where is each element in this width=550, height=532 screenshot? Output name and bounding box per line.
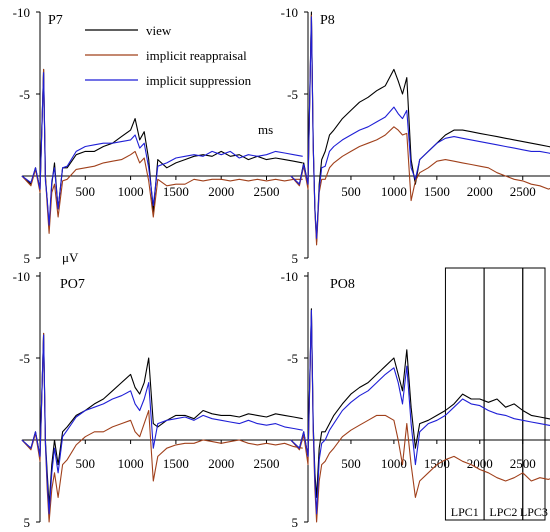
y-tick-label-po8: 5	[292, 515, 299, 530]
y-tick-label-p8: -10	[281, 5, 298, 20]
waveform-implicit-suppression-po8	[290, 309, 550, 515]
x-tick-label-p7: 2000	[208, 184, 234, 199]
window-label-lpc3: LPC3	[520, 505, 548, 519]
waveform-implicit-reappraisal-p8	[290, 14, 550, 246]
waveform-view-po8	[290, 308, 550, 498]
legend-label-implicit-reappraisal: implicit reappraisal	[146, 48, 247, 63]
legend: view implicit reappraisal implicit suppr…	[85, 23, 252, 88]
x-tick-label-p7: 2500	[254, 184, 280, 199]
x-tick-label-p8: 1000	[381, 184, 407, 199]
y-tick-label-po7: -5	[19, 351, 30, 366]
time-unit-label: ms	[258, 122, 273, 137]
panel-title-p8: P8	[320, 13, 335, 28]
waveform-view-p7	[21, 68, 303, 230]
panel-title-p7: P7	[48, 13, 63, 28]
x-tick-label-po7: 1500	[163, 456, 189, 471]
x-tick-label-po8: 2000	[467, 456, 493, 471]
x-tick-label-po7: 1000	[118, 456, 144, 471]
window-lpc3	[522, 267, 546, 521]
window-lpc1	[444, 267, 485, 521]
y-tick-label-p7: 5	[24, 251, 31, 266]
panel-title-po7: PO7	[60, 277, 85, 292]
x-tick-label-po7: 2000	[208, 456, 234, 471]
x-tick-label-po7: 2500	[254, 456, 280, 471]
y-tick-label-po8: -5	[287, 351, 298, 366]
waveform-implicit-suppression-po7	[21, 334, 303, 515]
x-tick-label-p8: 2000	[467, 184, 493, 199]
waveform-implicit-suppression-p7	[21, 72, 303, 226]
panel-p7: -10 -5 5 500 1000 1500 2000 2500 P7	[13, 5, 303, 266]
waveform-implicit-reappraisal-po8	[290, 311, 550, 523]
y-tick-label-p8: -5	[287, 87, 298, 102]
window-label-lpc1: LPC1	[451, 505, 479, 519]
x-tick-label-p8: 500	[341, 184, 361, 199]
y-tick-label-po8: -10	[281, 269, 298, 284]
waveform-implicit-reappraisal-po7	[21, 332, 303, 523]
amplitude-unit-label: μV	[62, 250, 79, 265]
window-lpc2	[483, 267, 524, 521]
x-tick-label-po8: 1000	[381, 456, 407, 471]
x-tick-label-p7: 1500	[163, 184, 189, 199]
waveform-view-po7	[21, 332, 303, 507]
x-tick-label-p7: 1000	[118, 184, 144, 199]
legend-label-implicit-suppression: implicit suppression	[146, 73, 252, 88]
window-label-lpc2: LPC2	[489, 505, 517, 519]
x-tick-label-p8: 1500	[424, 184, 450, 199]
y-tick-label-p7: -10	[13, 5, 30, 20]
waveform-implicit-reappraisal-p7	[21, 68, 303, 234]
waveform-view-p8	[290, 11, 550, 243]
panel-title-po8: PO8	[330, 277, 355, 292]
erp-panels: -10 -5 5 500 1000 1500 2000 2500 P7 -10 -5 5 500 1000…	[13, 5, 550, 530]
x-tick-label-po7: 500	[76, 456, 96, 471]
panel-po7: -10 -5 5 500 1000 1500 2000 2500 PO7	[13, 269, 303, 530]
legend-label-view: view	[146, 23, 172, 38]
x-tick-label-p7: 500	[76, 184, 96, 199]
x-tick-label-po8: 500	[341, 456, 361, 471]
y-tick-label-p7: -5	[19, 87, 30, 102]
y-tick-label-po7: -10	[13, 269, 30, 284]
waveform-implicit-suppression-p8	[290, 16, 550, 239]
y-tick-label-p8: 5	[292, 251, 299, 266]
y-tick-label-po7: 5	[24, 515, 31, 530]
x-tick-label-p8: 2500	[510, 184, 536, 199]
x-tick-label-po8: 1500	[424, 456, 450, 471]
panel-p8: -10 -5 5 500 1000 1500 2000 2500 P8	[281, 5, 550, 266]
